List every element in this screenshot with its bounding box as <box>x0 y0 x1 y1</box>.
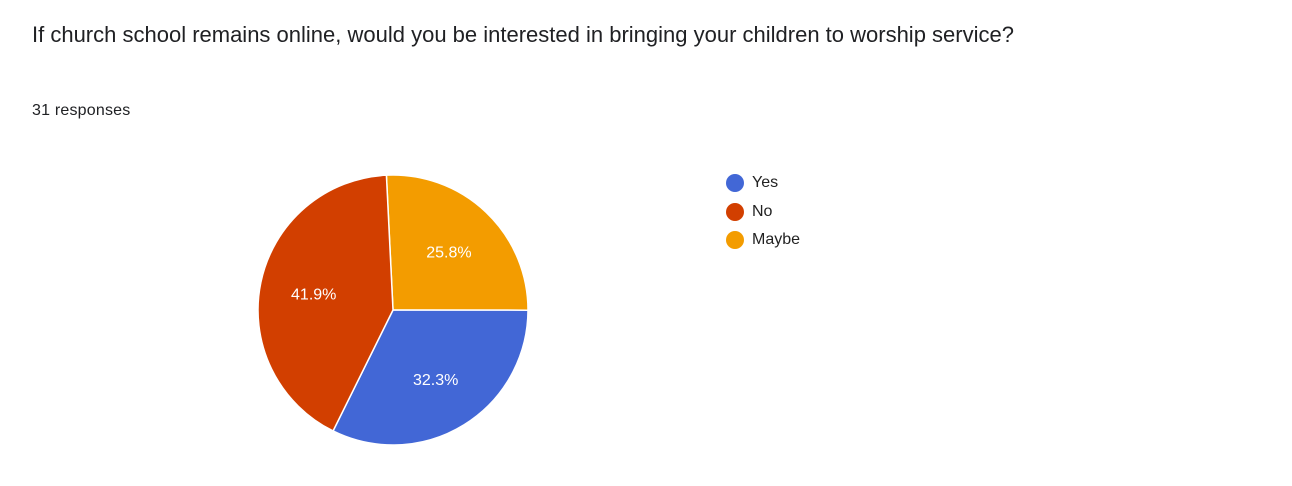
pie-label-maybe: 25.8% <box>426 244 471 261</box>
chart-legend: Yes No Maybe <box>726 172 800 258</box>
pie-label-no: 41.9% <box>291 286 336 303</box>
pie-slice-no[interactable] <box>257 174 394 432</box>
response-count: 31 responses <box>32 102 131 119</box>
legend-label: Maybe <box>752 231 801 248</box>
legend-label: No <box>752 202 773 220</box>
legend-item-yes[interactable]: Yes <box>726 172 800 194</box>
pie-slice-yes[interactable] <box>332 309 529 446</box>
legend-swatch-icon <box>726 174 744 192</box>
question-title: If church school remains online, would y… <box>32 22 1014 47</box>
pie-label-yes: 32.3% <box>413 372 458 389</box>
pie-slice-maybe[interactable] <box>385 174 529 311</box>
legend-item-maybe[interactable]: Maybe <box>726 229 800 251</box>
legend-swatch-icon <box>726 202 744 221</box>
legend-label: Yes <box>752 174 779 191</box>
legend-swatch-icon <box>726 231 744 249</box>
legend-item-no[interactable]: No <box>726 201 800 223</box>
